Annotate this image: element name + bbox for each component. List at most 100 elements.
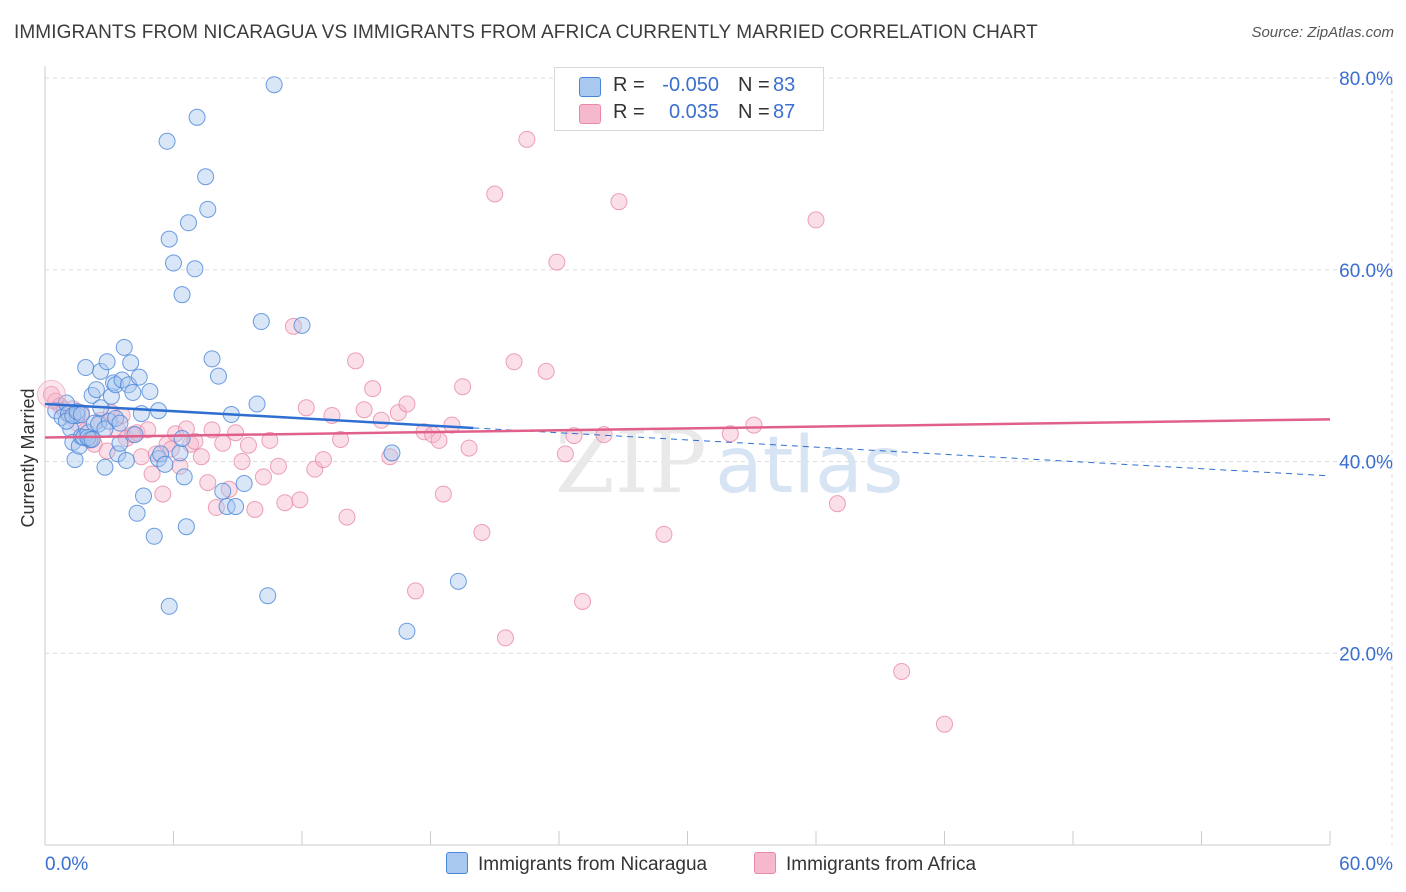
africa-point <box>269 457 287 475</box>
africa-point <box>347 352 365 370</box>
nicaragua-point <box>165 254 182 272</box>
africa-point <box>407 582 425 600</box>
nicaragua-point <box>209 367 227 385</box>
x-tick-label: 60.0% <box>1339 854 1393 875</box>
africa-point <box>574 592 592 610</box>
nicaragua-point <box>449 572 467 590</box>
legend-r-label: R = <box>613 101 645 123</box>
bottom-legend-swatch-pink <box>754 852 776 874</box>
nicaragua-point <box>252 313 270 331</box>
nicaragua-point <box>171 444 189 462</box>
nicaragua-point <box>235 475 253 493</box>
y-tick-label: 20.0% <box>1339 644 1393 665</box>
nicaragua-point <box>98 353 116 371</box>
labels-layer: 20.0% 40.0% 60.0% 80.0% 0.0% 60.0% Currently M… <box>18 69 1393 875</box>
africa-point <box>291 491 309 509</box>
nicaragua-point <box>77 359 95 377</box>
africa-point <box>192 448 210 466</box>
bottom-legend-label-nicaragua: Immigrants from Nicaragua <box>478 854 708 875</box>
africa-point <box>355 401 373 419</box>
nicaragua-point <box>398 622 416 640</box>
africa-point <box>143 465 161 483</box>
nicaragua-point <box>109 445 127 463</box>
nicaragua-point <box>248 395 266 413</box>
legend-row-nicaragua: R = -0.050 N = 83 <box>555 74 823 100</box>
africa-point <box>518 130 536 148</box>
nicaragua-point <box>203 350 221 368</box>
legend-r-label: R = <box>613 74 645 96</box>
africa-point <box>36 379 66 409</box>
bottom-legend-label-africa: Immigrants from Africa <box>786 854 977 875</box>
africa-point <box>332 430 350 448</box>
africa-point <box>807 211 825 229</box>
nicaragua-point <box>87 381 105 399</box>
nicaragua-point <box>199 200 217 218</box>
legend-n-label: N = <box>738 74 770 96</box>
nicaragua-point <box>145 527 163 545</box>
africa-point <box>364 380 382 398</box>
nicaragua-point <box>135 487 153 505</box>
africa-point <box>338 508 356 526</box>
watermark-atlas: atlas <box>715 421 904 511</box>
africa-trend-line <box>44 418 1331 439</box>
nicaragua-point <box>72 406 90 424</box>
africa-point <box>505 353 523 371</box>
africa-point <box>239 436 257 454</box>
legend-n-value: 87 <box>773 101 796 123</box>
nicaragua-point <box>160 597 178 615</box>
africa-point <box>486 185 504 203</box>
africa-point <box>261 431 279 449</box>
legend-box: R = -0.050 N = 83 R = 0.035 N = 87 <box>554 67 824 131</box>
africa-point <box>171 457 189 475</box>
nicaragua-point <box>128 504 146 522</box>
nicaragua-point <box>227 498 245 516</box>
africa-point <box>893 662 911 680</box>
legend-swatch-pink <box>579 104 601 124</box>
nicaragua-point <box>57 412 75 430</box>
y-tick-label: 40.0% <box>1339 453 1393 474</box>
nicaragua-point <box>188 108 206 126</box>
x-tick-label: 0.0% <box>45 854 88 875</box>
nicaragua-point <box>92 362 110 380</box>
nicaragua-point <box>177 518 195 536</box>
africa-point <box>565 427 583 445</box>
points-layer <box>36 76 953 733</box>
africa-point <box>473 523 491 541</box>
nicaragua-point <box>179 214 197 232</box>
nicaragua-point <box>124 383 142 401</box>
legend-n-label: N = <box>738 101 770 123</box>
legend-row-africa: R = 0.035 N = 87 <box>555 101 823 127</box>
africa-point <box>496 629 514 647</box>
africa-point <box>254 468 272 486</box>
africa-point <box>306 460 324 478</box>
africa-point <box>828 495 846 513</box>
trend-layer <box>44 402 1331 477</box>
nicaragua-point <box>173 286 191 304</box>
africa-point <box>745 416 763 434</box>
africa-point <box>389 404 407 422</box>
africa-point <box>721 425 739 443</box>
africa-point <box>246 500 264 518</box>
africa-point <box>284 317 302 335</box>
africa-point <box>548 253 566 271</box>
nicaragua-point <box>152 445 170 463</box>
nicaragua-point <box>214 482 232 500</box>
nicaragua-point <box>117 452 135 470</box>
africa-point <box>610 193 628 211</box>
africa-point <box>430 431 448 449</box>
nicaragua-point <box>175 468 193 486</box>
nicaragua-point <box>259 587 277 605</box>
bottom-legend-swatch-blue <box>446 852 468 874</box>
nicaragua-point <box>156 455 174 473</box>
y-tick-label: 60.0% <box>1339 261 1393 282</box>
bottom-legend-africa: Immigrants from Africa <box>754 852 976 876</box>
bottom-legend-nicaragua: Immigrants from Nicaragua <box>446 852 707 876</box>
africa-point <box>154 485 172 503</box>
nicaragua-point <box>83 430 101 448</box>
nicaragua-point <box>96 458 114 476</box>
nicaragua-point <box>122 354 140 372</box>
y-axis-label: Currently Married <box>18 388 38 527</box>
africa-point <box>98 442 116 460</box>
africa-point <box>372 411 390 429</box>
nicaragua-point <box>383 444 401 462</box>
